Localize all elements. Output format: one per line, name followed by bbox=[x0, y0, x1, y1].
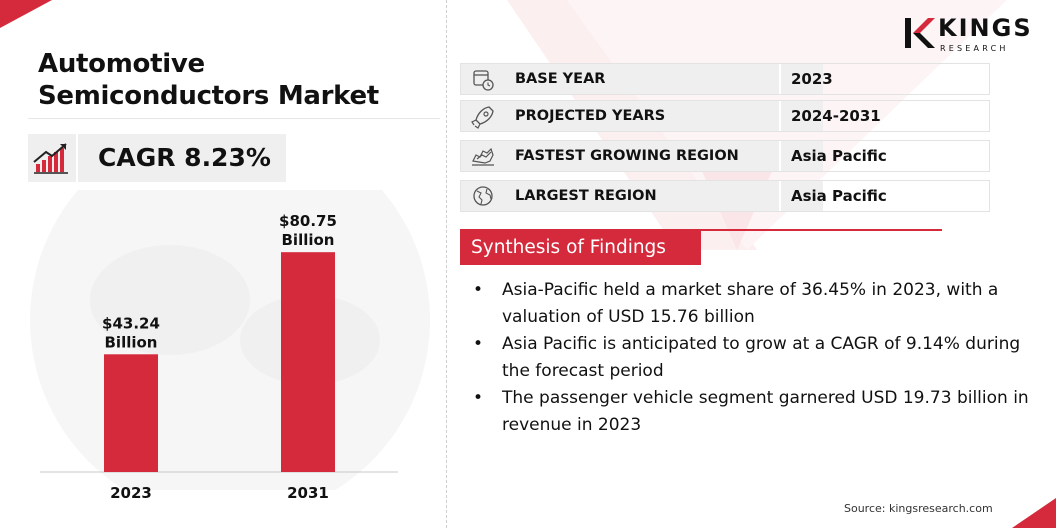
rocket-icon bbox=[461, 101, 505, 131]
cagr-icon-box bbox=[28, 134, 76, 182]
info-label: FASTEST GROWING REGION bbox=[505, 141, 823, 171]
calendar-clock-icon bbox=[461, 64, 505, 94]
info-separator bbox=[779, 64, 781, 94]
logo-subtitle: RESEARCH bbox=[940, 44, 1009, 53]
x-tick-label: 2023 bbox=[110, 484, 152, 502]
info-label: LARGEST REGION bbox=[505, 181, 823, 211]
bullet-marker: • bbox=[473, 280, 484, 300]
info-label: PROJECTED YEARS bbox=[505, 101, 823, 131]
synthesis-rule bbox=[460, 229, 942, 231]
data-label: $43.24 bbox=[102, 314, 160, 332]
info-label: BASE YEAR bbox=[505, 64, 823, 94]
page-title: Automotive Semiconductors Market bbox=[38, 49, 379, 111]
title-underline bbox=[28, 118, 440, 119]
bullet-marker: • bbox=[473, 388, 484, 408]
list-item: • The passenger vehicle segment garnered … bbox=[473, 385, 1033, 439]
synthesis-heading: Synthesis of Findings bbox=[460, 231, 701, 265]
info-row-base-year: BASE YEAR 2023 bbox=[460, 63, 990, 95]
globe-icon bbox=[461, 181, 505, 211]
data-label: $80.75 bbox=[279, 212, 337, 230]
findings-list: • Asia-Pacific held a market share of 36.… bbox=[473, 277, 1033, 439]
finding-text: The passenger vehicle segment garnered U… bbox=[502, 388, 1029, 435]
cagr-value: CAGR 8.23% bbox=[78, 134, 286, 182]
bar-2031 bbox=[281, 252, 335, 472]
growth-map-icon bbox=[461, 141, 505, 171]
growth-chart-icon bbox=[33, 143, 68, 174]
finding-text: Asia Pacific is anticipated to grow at a… bbox=[502, 334, 1021, 381]
info-value: 2024-2031 bbox=[791, 107, 881, 125]
list-item: • Asia-Pacific held a market share of 36.… bbox=[473, 277, 1033, 331]
finding-text: Asia-Pacific held a market share of 36.4… bbox=[502, 280, 999, 327]
list-item: • Asia Pacific is anticipated to grow at … bbox=[473, 331, 1033, 385]
x-tick-label: 2031 bbox=[287, 484, 329, 502]
info-separator bbox=[779, 181, 781, 211]
source-note: Source: kingsresearch.com bbox=[844, 502, 993, 515]
kings-research-logo: KINGS RESEARCH bbox=[902, 14, 1037, 54]
data-label: Billion bbox=[282, 231, 335, 249]
info-separator bbox=[779, 101, 781, 131]
logo-name: KINGS bbox=[938, 14, 1033, 42]
info-row-largest-region: LARGEST REGION Asia Pacific bbox=[460, 180, 990, 212]
logo-k-mark bbox=[905, 18, 935, 48]
corner-accent-top-left bbox=[0, 0, 52, 28]
info-row-projected-years: PROJECTED YEARS 2024-2031 bbox=[460, 100, 990, 132]
info-value: Asia Pacific bbox=[791, 187, 887, 205]
data-label: Billion bbox=[105, 333, 158, 351]
info-value: 2023 bbox=[791, 70, 833, 88]
panel-divider bbox=[446, 0, 447, 528]
bar-2023 bbox=[104, 354, 158, 472]
info-separator bbox=[779, 141, 781, 171]
bullet-marker: • bbox=[473, 334, 484, 354]
corner-accent-bottom-right bbox=[1012, 498, 1056, 528]
info-value: Asia Pacific bbox=[791, 147, 887, 165]
info-row-fastest-growing-region: FASTEST GROWING REGION Asia Pacific bbox=[460, 140, 990, 172]
